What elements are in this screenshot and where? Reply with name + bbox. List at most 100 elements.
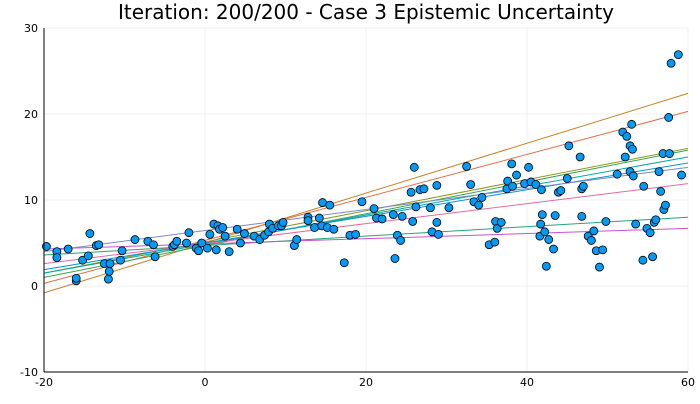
data-point	[556, 186, 566, 195]
data-point	[612, 169, 622, 179]
data-point	[564, 141, 574, 151]
data-point	[377, 214, 387, 224]
data-point	[444, 203, 454, 213]
data-point	[130, 235, 140, 244]
data-point	[628, 171, 638, 181]
data-point	[329, 224, 339, 234]
data-point	[432, 180, 442, 190]
data-point	[149, 240, 158, 250]
data-point	[278, 217, 288, 227]
data-point	[63, 244, 73, 254]
data-point	[661, 200, 670, 210]
data-points	[42, 50, 686, 286]
data-point	[194, 246, 203, 256]
data-point	[218, 223, 228, 232]
data-point	[117, 246, 127, 256]
data-point	[575, 152, 585, 162]
data-point	[638, 255, 648, 265]
regression-line	[43, 92, 689, 294]
data-point	[116, 255, 125, 265]
data-point	[508, 181, 517, 191]
data-point	[578, 181, 588, 191]
x-tick-label: 20	[359, 376, 373, 389]
data-point	[203, 243, 212, 253]
data-point	[104, 266, 114, 276]
data-point	[492, 223, 502, 233]
y-tick-label: 30	[24, 22, 38, 35]
data-point	[434, 229, 443, 239]
data-point	[357, 197, 367, 207]
data-point	[292, 235, 302, 244]
data-point	[205, 229, 215, 239]
data-point	[224, 247, 234, 257]
data-point	[620, 152, 630, 162]
data-point	[577, 211, 587, 221]
data-point	[236, 238, 245, 248]
data-point	[673, 50, 683, 60]
data-point	[537, 210, 547, 220]
chart-title: Iteration: 200/200 - Case 3 Epistemic Un…	[118, 0, 614, 24]
data-point	[104, 274, 113, 284]
data-point	[622, 131, 632, 141]
data-point	[94, 240, 104, 250]
data-point	[52, 253, 62, 263]
data-point	[419, 184, 429, 194]
data-point	[512, 170, 521, 180]
regression-lines	[43, 92, 689, 294]
data-point	[232, 224, 242, 234]
y-tick-label: 20	[24, 108, 38, 121]
data-point	[645, 228, 655, 238]
data-point	[654, 167, 664, 177]
regression-line	[43, 216, 689, 256]
data-point	[197, 238, 207, 248]
data-point	[408, 217, 418, 226]
data-point	[466, 180, 476, 189]
data-point	[409, 162, 419, 172]
data-point	[182, 238, 191, 248]
data-point	[396, 236, 406, 245]
data-point	[490, 237, 500, 247]
tick-labels: -20 0 20 40 60 -10 0 10 20 30	[20, 22, 695, 389]
regression-line	[43, 166, 689, 253]
data-point	[664, 113, 674, 122]
data-point	[474, 200, 484, 210]
data-point	[496, 217, 506, 227]
data-point	[388, 210, 398, 220]
data-point	[411, 202, 421, 212]
regression-line	[43, 156, 689, 274]
data-point	[639, 181, 649, 191]
x-tick-label: 60	[681, 376, 695, 389]
data-point	[477, 193, 487, 202]
data-point	[303, 216, 313, 226]
data-point	[369, 204, 379, 214]
y-tick-label: 0	[31, 280, 38, 293]
data-point	[541, 261, 551, 271]
data-point	[150, 252, 160, 262]
data-point	[628, 144, 637, 154]
data-point	[524, 162, 534, 172]
y-tick-label: -10	[20, 366, 38, 379]
data-point	[240, 229, 249, 238]
data-point	[432, 217, 442, 227]
axes	[43, 28, 688, 373]
data-point	[537, 185, 546, 195]
data-point	[390, 254, 400, 263]
data-point	[184, 228, 194, 238]
data-point	[665, 149, 674, 158]
data-point	[172, 236, 182, 246]
data-point	[507, 159, 517, 169]
data-point	[318, 198, 327, 207]
data-point	[656, 186, 666, 196]
data-point	[406, 187, 416, 197]
x-tick-label: 0	[202, 376, 209, 389]
y-tick-label: 10	[24, 194, 38, 207]
data-point	[666, 58, 676, 68]
data-point	[325, 200, 335, 210]
data-point	[587, 236, 596, 245]
data-point	[220, 231, 230, 241]
data-point	[540, 227, 550, 237]
data-point	[211, 245, 221, 255]
